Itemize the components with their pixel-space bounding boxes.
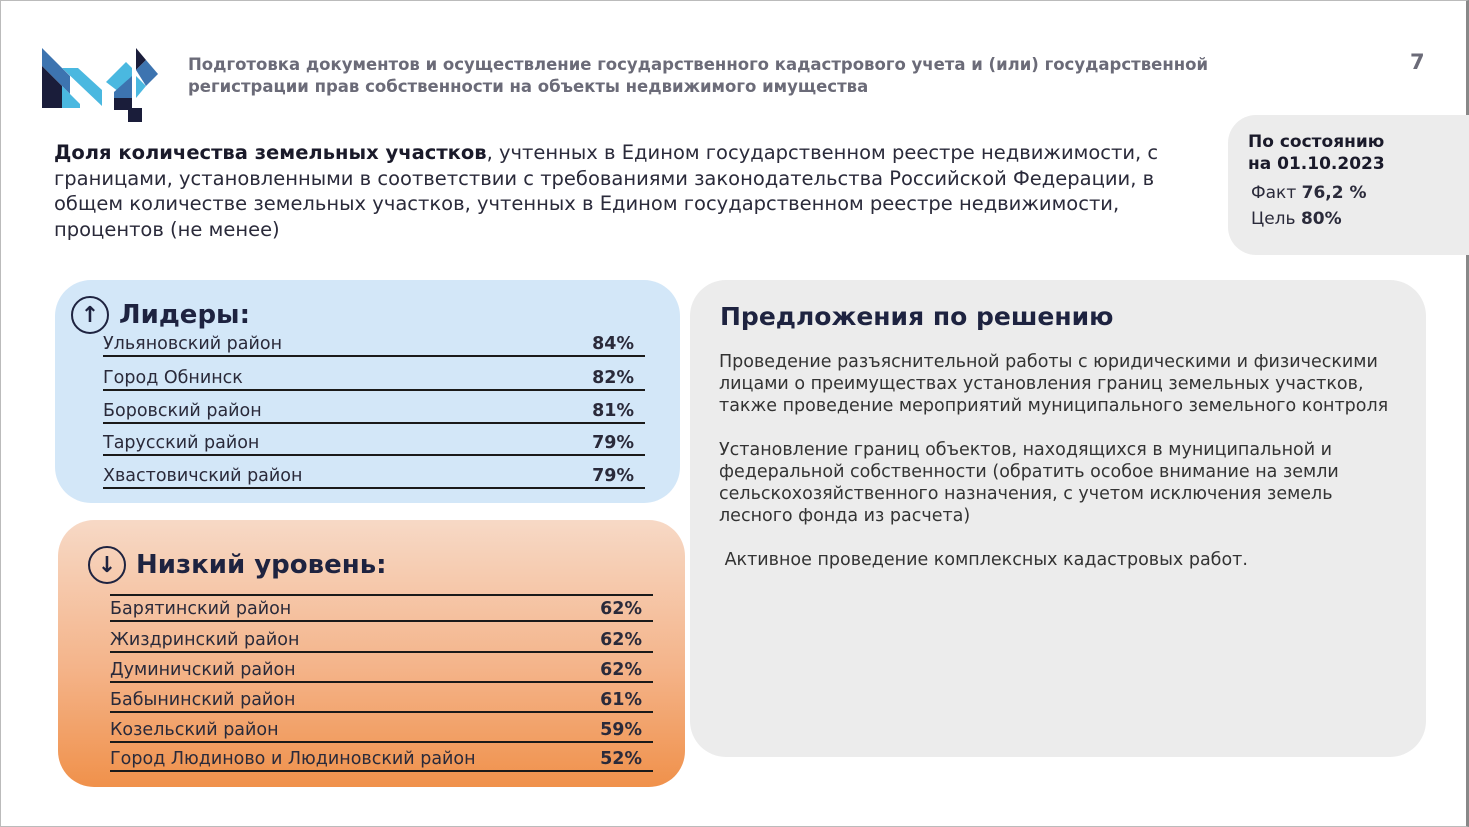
table-row: Бабынинский район 61%: [110, 690, 653, 713]
page-number: 7: [1410, 50, 1425, 74]
fact-line: Факт 76,2 %: [1251, 183, 1469, 203]
table-row: Козельский район 59%: [110, 720, 653, 743]
table-row: Тарусский район 79%: [103, 433, 645, 456]
divider: [110, 594, 653, 596]
region-value: 62%: [600, 599, 642, 619]
region-name: Хвастовичский район: [103, 466, 303, 486]
goal-line: Цель 80%: [1251, 209, 1469, 229]
proposal-item: Проведение разъяснительной работы с юрид…: [719, 352, 1389, 416]
status-panel: По состоянию на 01.10.2023 Факт 76,2 % Ц…: [1228, 115, 1469, 255]
region-value: 81%: [592, 401, 634, 421]
table-row: Город Обнинск 82%: [103, 368, 645, 391]
table-row: Хвастовичский район 79%: [103, 466, 645, 489]
region-name: Бабынинский район: [110, 689, 296, 710]
low-level-panel: ↓ Низкий уровень: Барятинский район 62% Жиз…: [58, 520, 685, 787]
proposals-title: Предложения по решению: [720, 302, 1114, 331]
table-row: Жиздринский район 62%: [110, 630, 653, 653]
proposal-item: Установление границ объектов, находящихс…: [719, 440, 1339, 526]
region-name: Козельский район: [110, 719, 279, 740]
logo: [42, 48, 158, 122]
region-name: Город Обнинск: [103, 367, 243, 388]
goal-value: 80%: [1300, 209, 1342, 229]
region-value: 62%: [600, 629, 642, 650]
arrow-down-circle-icon: ↓: [88, 546, 126, 584]
table-row: Барятинский район 62%: [110, 599, 653, 622]
indicator-description: Доля количества земельных участков, учте…: [54, 140, 1204, 242]
region-value: 52%: [600, 749, 642, 769]
table-row: Город Людиново и Людиновский район 52%: [110, 749, 653, 772]
region-value: 79%: [592, 466, 634, 486]
arrow-up-circle-icon: ↑: [71, 296, 109, 334]
region-value: 59%: [600, 719, 642, 740]
table-row: Думиничский район 62%: [110, 660, 653, 683]
region-value: 61%: [600, 689, 642, 710]
region-value: 82%: [592, 367, 634, 388]
goal-label: Цель: [1251, 209, 1296, 229]
low-title: ↓ Низкий уровень:: [88, 546, 387, 584]
region-name: Боровский район: [103, 401, 262, 421]
fact-value: 76,2 %: [1301, 183, 1367, 203]
region-name: Тарусский район: [103, 433, 260, 453]
status-date: По состоянию на 01.10.2023: [1248, 132, 1385, 174]
low-title-text: Низкий уровень:: [136, 550, 387, 580]
leaders-title: ↑ Лидеры:: [71, 296, 250, 334]
region-name: Ульяновский район: [103, 334, 283, 354]
leaders-title-text: Лидеры:: [119, 300, 250, 330]
header-title: Подготовка документов и осуществление го…: [188, 55, 1209, 96]
table-row: Боровский район 81%: [103, 401, 645, 424]
region-name: Думиничский район: [110, 659, 296, 680]
region-value: 79%: [592, 433, 634, 453]
proposal-item: Активное проведение комплексных кадастро…: [719, 550, 1248, 570]
proposals-panel: Предложения по решению Проведение разъяс…: [690, 280, 1426, 757]
region-name: Барятинский район: [110, 599, 292, 619]
region-value: 62%: [600, 659, 642, 680]
region-value: 84%: [592, 334, 634, 354]
table-row: Ульяновский район 84%: [103, 334, 645, 357]
leaders-panel: ↑ Лидеры: Ульяновский район 84% Город Обнин…: [55, 280, 680, 503]
indicator-rest: , учтенных в Едином государственном реес…: [54, 141, 1159, 241]
region-name: Город Людиново и Людиновский район: [110, 749, 476, 769]
indicator-name: Доля количества земельных участков: [54, 141, 487, 164]
fact-label: Факт: [1251, 183, 1297, 203]
region-name: Жиздринский район: [110, 629, 300, 650]
